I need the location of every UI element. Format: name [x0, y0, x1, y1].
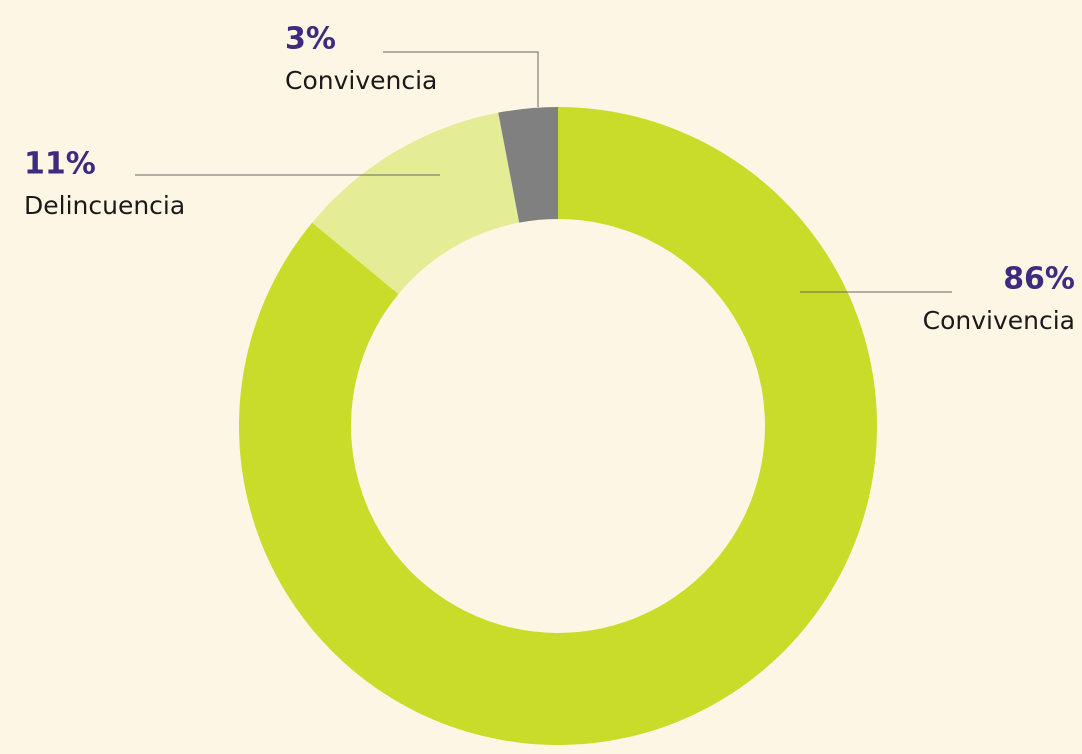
donut-segment: [238, 107, 878, 746]
value-label: 3%: [285, 22, 336, 57]
leader-line: [383, 51, 539, 107]
category-label: Delincuencia: [24, 191, 185, 220]
value-label: 86%: [1003, 262, 1075, 297]
donut-segment: [498, 107, 558, 223]
category-label: Convivencia: [923, 306, 1075, 335]
donut-segment: [312, 112, 520, 295]
value-label: 11%: [24, 147, 96, 182]
category-label: Convivencia: [285, 66, 437, 95]
